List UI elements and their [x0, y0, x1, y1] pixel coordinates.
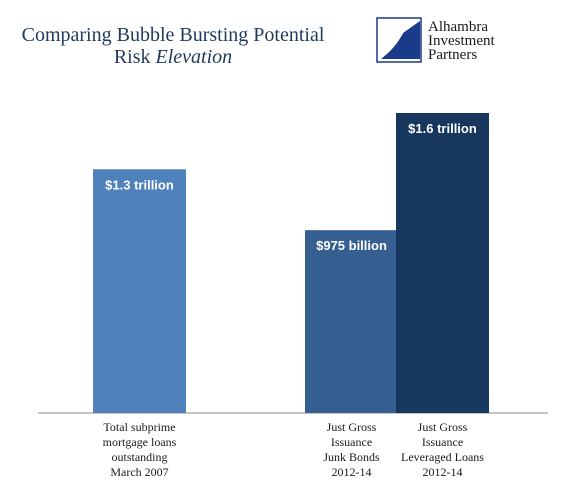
category-label-line: outstanding	[112, 450, 168, 464]
category-label-line: Just Gross	[327, 420, 377, 434]
chart-title-line2: Risk Elevation	[0, 46, 346, 68]
category-label-line: Issuance	[422, 435, 463, 449]
logo-text-line3: Partners	[428, 47, 478, 63]
data-label-2: $975 billion	[316, 238, 387, 253]
category-label-line: Leveraged Loans	[401, 450, 484, 464]
data-label-3: $1.6 trillion	[408, 121, 477, 136]
category-label-line: mortgage loans	[103, 435, 177, 449]
chart-title: Comparing Bubble Bursting Potential Risk…	[0, 24, 346, 68]
bar-1	[93, 169, 186, 413]
chart-title-line2-italic: Elevation	[155, 46, 233, 68]
category-label-3: Just Gross Issuance Leveraged Loans 2012-14	[401, 420, 484, 479]
logo-text-line1: Alhambra	[428, 19, 488, 35]
category-label-line: 2012-14	[423, 465, 463, 479]
category-label-line: Issuance	[331, 435, 372, 449]
bar-2	[305, 230, 398, 413]
category-label-line: Just Gross	[418, 420, 468, 434]
category-label-2: Just Gross Issuance Junk Bonds 2012-14	[323, 420, 380, 479]
data-label-1: $1.3 trillion	[105, 177, 174, 192]
category-label-1: Total subprime mortgage loans outstanding M…	[103, 420, 177, 479]
category-label-line: 2012-14	[332, 465, 372, 479]
category-label-line: March 2007	[110, 465, 168, 479]
logo-text-line2: Investment	[428, 33, 495, 49]
category-label-line: Junk Bonds	[323, 450, 380, 464]
logo: Alhambra Investment Partners	[376, 17, 576, 65]
bar-3	[396, 113, 489, 413]
logo-text: Alhambra Investment Partners	[428, 19, 495, 63]
chart-title-line1: Comparing Bubble Bursting Potential	[21, 24, 325, 46]
alhambra-logo-icon	[376, 17, 422, 63]
chart-title-line2-prefix: Risk	[113, 46, 156, 68]
category-label-line: Total subprime	[103, 420, 175, 434]
